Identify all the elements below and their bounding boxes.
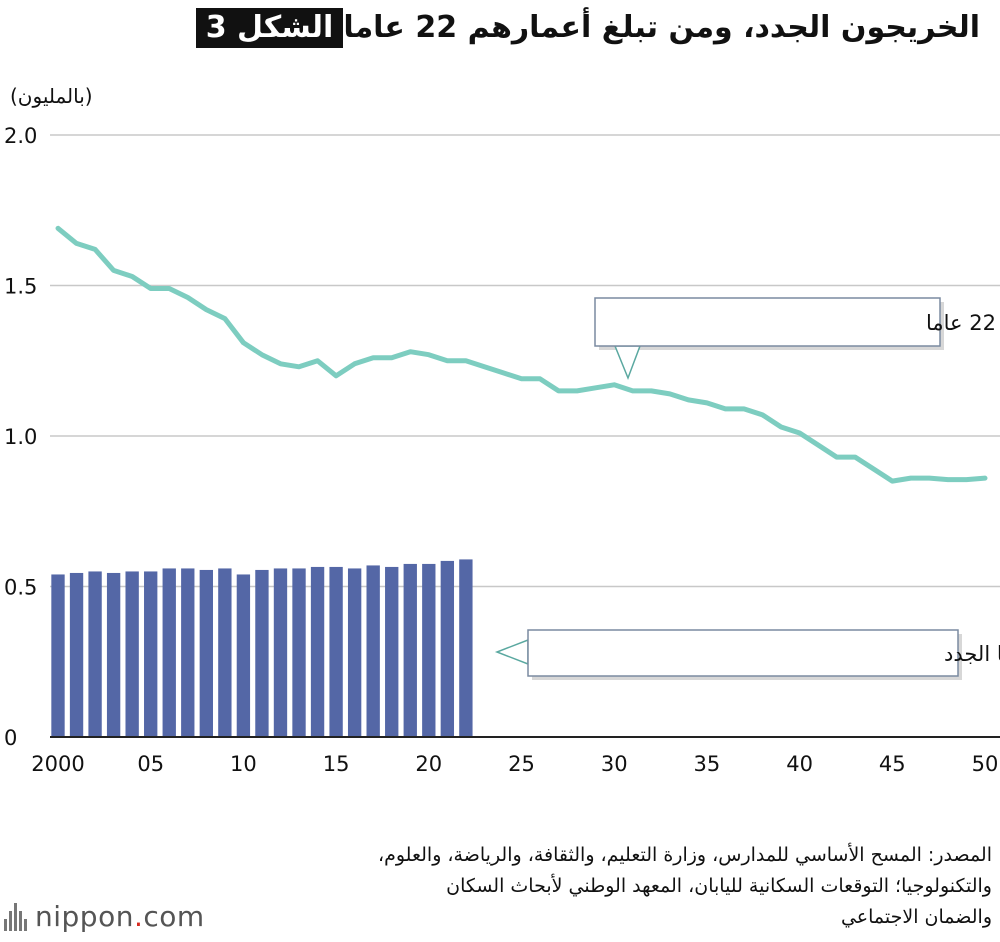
chart-canvas: 0 0.5 1.0 1.5 2.0 2000 05 10 15 20 25 30 35 40 45 50 عدد… xyxy=(4,124,1000,776)
bar-new-graduates xyxy=(310,566,325,737)
x-tick-label: 40 xyxy=(786,752,813,776)
x-tick-label: 35 xyxy=(694,752,721,776)
legend-line-callout-box xyxy=(594,297,941,347)
x-tick-label: 50 xyxy=(972,752,999,776)
x-tick-label: 05 xyxy=(137,752,164,776)
y-tick-label: 0.5 xyxy=(4,576,37,600)
x-tick-label: 30 xyxy=(601,752,628,776)
source-line-2: والتكنولوجيا؛ التوقعات السكانية لليابان،… xyxy=(446,875,992,897)
bar-new-graduates xyxy=(125,571,139,737)
source-line-3: والضمان الاجتماعي xyxy=(840,906,992,928)
figure-badge: الشكل 3 xyxy=(195,8,344,48)
legend-bar-callout-label: خريجو الجامعات والمدارس العليا الجدد xyxy=(944,642,1000,666)
y-tick-label: 1.0 xyxy=(4,425,37,449)
bar-new-graduates xyxy=(255,569,269,737)
bar-new-graduates xyxy=(422,563,436,737)
bar-new-graduates xyxy=(236,574,251,737)
legend-bar-callout: خريجو الجامعات والمدارس العليا الجدد xyxy=(494,629,1000,680)
bar-new-graduates xyxy=(51,574,65,737)
source-line-1: المصدر: المسح الأساسي للمدارس، وزارة الت… xyxy=(377,844,992,866)
bar-new-graduates xyxy=(273,568,288,737)
bar-new-graduates xyxy=(292,568,306,737)
bar-new-graduates xyxy=(199,569,213,737)
y-tick-label: 1.5 xyxy=(4,275,37,299)
legend-line-callout-pointer xyxy=(613,345,642,381)
bar-new-graduates xyxy=(88,571,102,737)
y-tick-label: 2.0 xyxy=(4,124,37,148)
source-note: المصدر: المسح الأساسي للمدارس، وزارة الت… xyxy=(232,840,992,933)
bar-new-graduates xyxy=(329,566,343,737)
logo-suffix: com xyxy=(143,900,205,933)
bar-new-graduates xyxy=(106,572,121,737)
x-tick-label: 45 xyxy=(879,752,906,776)
bar-new-graduates xyxy=(181,568,195,737)
chart-header: الشكل 3 الخريجون الجدد، ومن تبلغ أعمارهم… xyxy=(195,8,990,48)
y-tick-label: 0 xyxy=(4,726,17,750)
bar-new-graduates xyxy=(144,571,158,737)
bar-new-graduates xyxy=(403,563,417,737)
logo-mark-icon xyxy=(4,902,29,931)
bar-new-graduates xyxy=(69,572,84,737)
bar-new-graduates xyxy=(440,560,455,737)
y-axis-unit-label: (بالمليون) xyxy=(10,84,93,108)
x-tick-label: 25 xyxy=(508,752,535,776)
logo-name: nippon xyxy=(35,900,134,933)
nippon-logo: nippon. com xyxy=(4,900,205,933)
x-tick-label: 20 xyxy=(415,752,442,776)
legend-line-callout-label: عدد الأشخاص البالغين 22 عاما xyxy=(926,310,1000,335)
bar-new-graduates xyxy=(385,566,399,737)
bar-new-graduates xyxy=(459,559,473,737)
x-tick-label: 2000 xyxy=(31,752,84,776)
bar-new-graduates xyxy=(366,565,380,737)
legend-bar-callout-box xyxy=(527,629,959,677)
bar-new-graduates xyxy=(162,568,176,737)
bar-new-graduates xyxy=(218,568,232,737)
legend-bar-callout-pointer xyxy=(494,638,529,666)
x-tick-label: 10 xyxy=(230,752,257,776)
x-tick-label: 15 xyxy=(323,752,350,776)
logo-dot: . xyxy=(133,900,144,933)
chart-title: الخريجون الجدد، ومن تبلغ أعمارهم 22 عاما xyxy=(343,10,980,45)
bar-new-graduates xyxy=(347,568,362,737)
line-age-22-population xyxy=(55,225,988,484)
legend-line-callout: عدد الأشخاص البالغين 22 عاما xyxy=(594,297,1000,381)
